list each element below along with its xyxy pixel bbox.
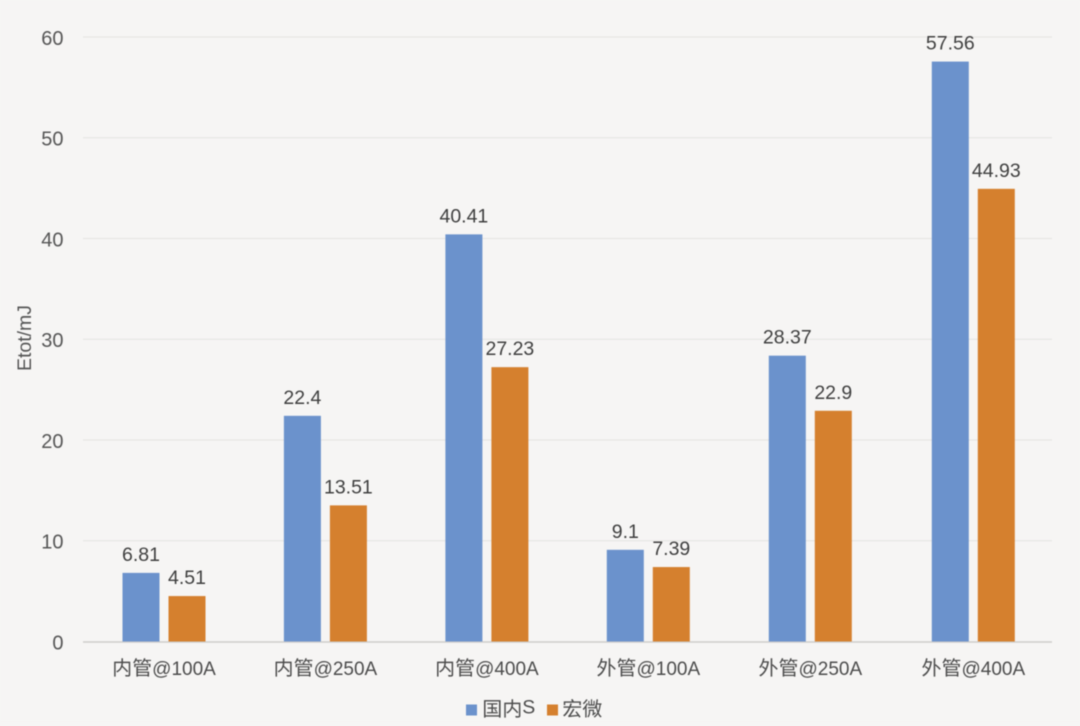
svg-text:22.4: 22.4 <box>283 387 321 409</box>
svg-text:@250A: @250A <box>798 659 862 680</box>
svg-text:50: 50 <box>41 129 63 151</box>
svg-text:@250A: @250A <box>314 659 378 680</box>
svg-text:40.41: 40.41 <box>439 205 488 227</box>
svg-text:7.39: 7.39 <box>652 538 690 560</box>
svg-text:40: 40 <box>41 229 63 251</box>
svg-text:60: 60 <box>41 28 63 50</box>
svg-text:22.9: 22.9 <box>814 382 852 404</box>
svg-text:10: 10 <box>41 532 63 554</box>
svg-text:@400A: @400A <box>961 659 1025 680</box>
svg-text:57.56: 57.56 <box>926 33 975 55</box>
svg-text:@100A: @100A <box>152 659 216 680</box>
svg-text:4.51: 4.51 <box>168 567 206 589</box>
svg-text:@400A: @400A <box>475 659 539 680</box>
svg-text:9.1: 9.1 <box>612 521 639 543</box>
svg-text:6.81: 6.81 <box>122 544 160 566</box>
svg-text:S: S <box>522 697 535 719</box>
svg-text:27.23: 27.23 <box>485 338 534 360</box>
svg-text:Etot/mJ: Etot/mJ <box>14 305 36 371</box>
svg-text:13.51: 13.51 <box>324 476 373 498</box>
svg-text:30: 30 <box>41 330 63 352</box>
svg-text:28.37: 28.37 <box>763 327 812 349</box>
svg-text:20: 20 <box>41 431 63 453</box>
svg-text:0: 0 <box>52 632 63 654</box>
svg-text:@100A: @100A <box>636 659 700 680</box>
svg-text:44.93: 44.93 <box>972 160 1021 182</box>
